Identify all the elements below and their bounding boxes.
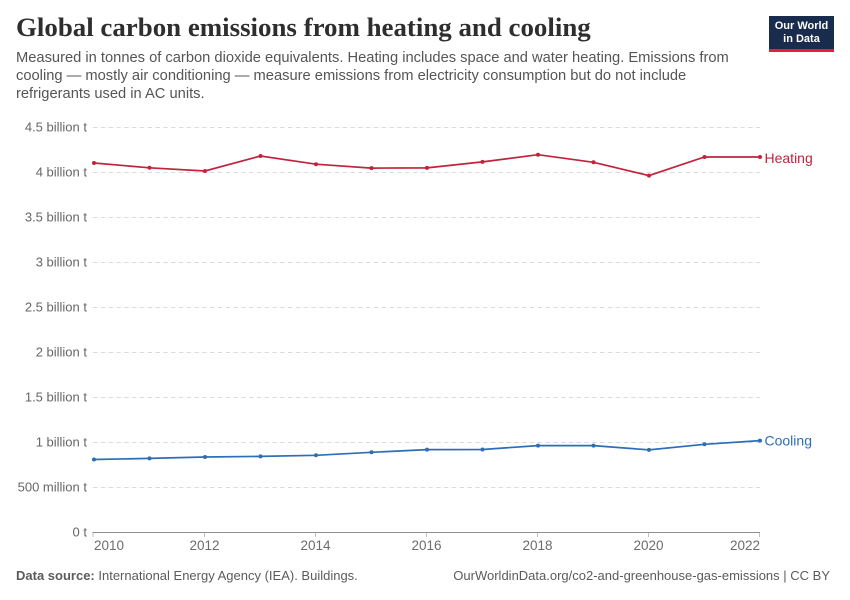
svg-text:2014: 2014 <box>300 538 331 553</box>
svg-text:1.5 billion t: 1.5 billion t <box>25 390 88 405</box>
svg-text:2016: 2016 <box>411 538 441 553</box>
svg-text:2 billion t: 2 billion t <box>36 345 88 360</box>
svg-text:2020: 2020 <box>633 538 663 553</box>
svg-text:2010: 2010 <box>94 538 124 553</box>
svg-text:3 billion t: 3 billion t <box>36 255 88 270</box>
svg-text:1 billion t: 1 billion t <box>36 435 88 450</box>
svg-text:2022: 2022 <box>730 538 760 553</box>
svg-text:0 t: 0 t <box>73 525 88 540</box>
svg-text:Heating: Heating <box>765 150 813 166</box>
svg-text:3.5 billion t: 3.5 billion t <box>25 210 88 225</box>
svg-text:2018: 2018 <box>522 538 552 553</box>
svg-text:4 billion t: 4 billion t <box>36 165 88 180</box>
svg-text:2012: 2012 <box>189 538 219 553</box>
svg-text:4.5 billion t: 4.5 billion t <box>25 120 88 135</box>
svg-text:Cooling: Cooling <box>765 433 812 449</box>
svg-text:500 million t: 500 million t <box>18 480 88 495</box>
svg-text:2.5 billion t: 2.5 billion t <box>25 300 88 315</box>
